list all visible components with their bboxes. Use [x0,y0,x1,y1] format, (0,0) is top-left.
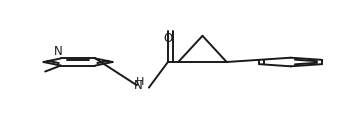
Text: N: N [134,79,143,92]
Text: N: N [54,45,62,58]
Text: O: O [163,32,172,45]
Text: H: H [136,77,144,87]
